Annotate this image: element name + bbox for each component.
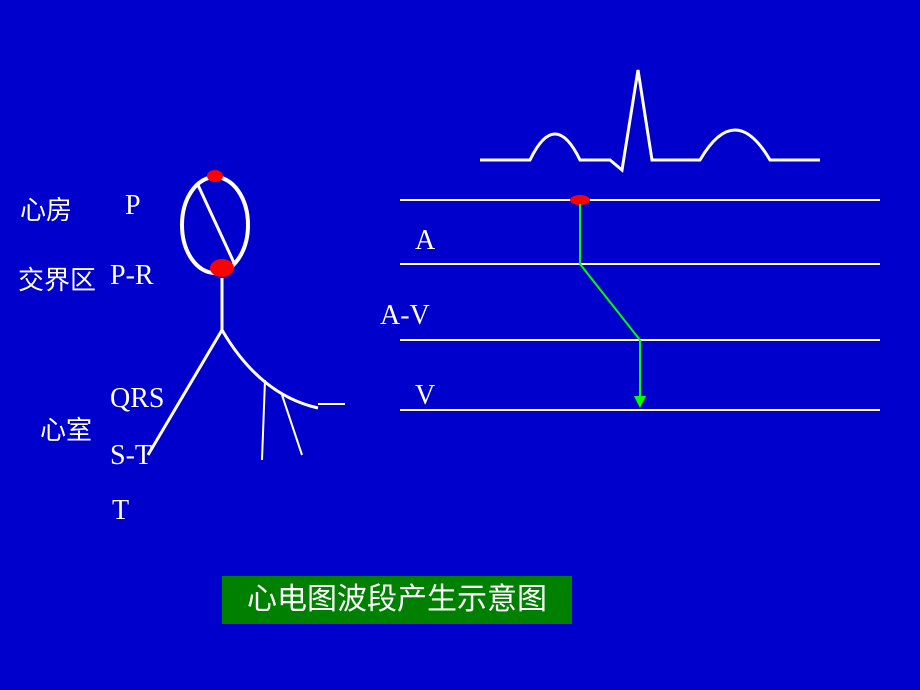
ecg-waveform: [480, 70, 820, 170]
conduction-arrowhead: [634, 396, 646, 408]
label-av: A-V: [380, 300, 430, 332]
label-qrs: QRS: [110, 383, 164, 415]
purkinje-sub2: [282, 395, 302, 455]
label-a: A: [415, 225, 435, 257]
atrium-inner-line: [198, 185, 235, 265]
conduction-path: [580, 204, 646, 408]
label-st: S-T: [110, 440, 152, 472]
conduction-seg-1: [580, 264, 640, 340]
label-cn-junction: 交界区: [18, 260, 96, 297]
sa-node-dot: [207, 170, 223, 182]
av-node-dot: [210, 259, 234, 277]
label-p: P: [125, 190, 141, 222]
label-cn-ventricle: 心室: [40, 410, 92, 447]
slide-title: 心电图波段产生示意图: [222, 576, 572, 624]
label-t: T: [112, 495, 129, 527]
label-v: V: [415, 380, 435, 412]
label-cn-atrium: 心房: [20, 190, 72, 227]
ladder-origin-dot: [570, 195, 590, 205]
slide-title-text: 心电图波段产生示意图: [247, 583, 547, 616]
purkinje-sub1: [262, 380, 265, 460]
heart-conduction-figure: [148, 170, 345, 460]
right-bundle-branch: [222, 330, 318, 408]
label-pr: P-R: [110, 260, 154, 292]
